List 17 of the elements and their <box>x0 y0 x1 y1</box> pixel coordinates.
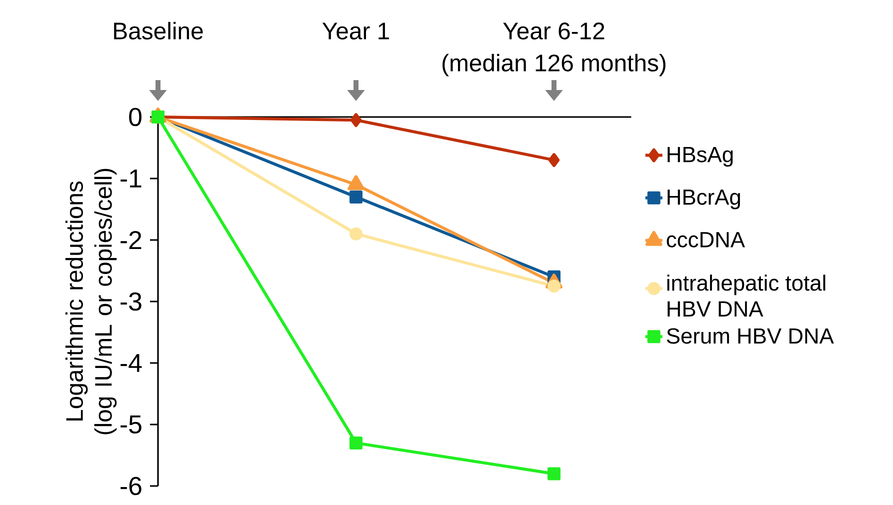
legend-label: Serum HBV DNA <box>666 328 834 344</box>
text: (median 126 months) <box>442 54 666 76</box>
y-tick-label: -2 <box>120 230 142 250</box>
y-tick-label: 0 <box>129 108 142 126</box>
y-tick-label: -5 <box>120 415 142 434</box>
y-tick-label: -1 <box>120 170 142 188</box>
y-tick-label: -3 <box>120 292 142 311</box>
x-tick-label: Year 6-12 <box>503 22 604 40</box>
x-tick-label: Baseline <box>114 22 203 40</box>
y-tick-label: -6 <box>120 476 142 496</box>
legend-label: HBcrAg <box>668 190 740 210</box>
legend-label: intrahepatic total HBV DNA <box>667 274 826 316</box>
legend-label: HBsAg <box>668 147 733 167</box>
x-tick-label: Year 1 <box>322 22 389 40</box>
y-axis-title: Logarithmic reductions (log IU/mL or copies/cell) <box>65 168 117 434</box>
legend-label: cccDNA <box>666 232 745 248</box>
y-tick-label: -4 <box>120 354 142 372</box>
